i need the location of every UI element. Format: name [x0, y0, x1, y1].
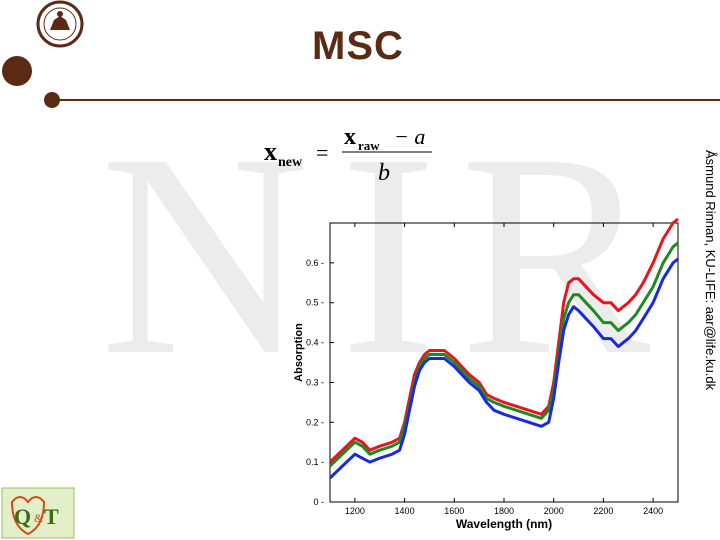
formula-lhs: x [264, 137, 277, 166]
formula-numerator: x [344, 124, 356, 150]
x-tick-label: 2000 [544, 506, 564, 516]
y-tick-label: 0.4 - [306, 338, 324, 348]
y-tick-label: 0.1 - [306, 457, 324, 467]
nir-watermark: N I R [100, 94, 650, 372]
decorative-dot-small [44, 92, 60, 108]
x-tick-label: 2400 [643, 506, 663, 516]
nir-spectra-chart: 0 - 0.1 - 0.2 - 0.3 - 0.4 - 0.5 - 0.6 - 1200 140… [293, 217, 679, 531]
svg-text:N: N [100, 94, 309, 372]
svg-text:&: & [34, 511, 44, 525]
qt-logo: Q & T [1, 487, 75, 539]
y-tick-label: 0 - [313, 497, 324, 507]
x-tick-label: 1800 [494, 506, 514, 516]
y-tick-label: 0.2 - [306, 417, 324, 427]
y-axis-label: Absorption [293, 323, 305, 382]
slide-title: MSC [312, 24, 404, 68]
side-credit: Åsmund Rinnan, KU-LIFE: aar@life.ku.dk [703, 150, 718, 391]
x-axis-label: Wavelength (nm) [456, 517, 552, 531]
formula-minus: − a [394, 124, 425, 149]
svg-text:Q: Q [14, 504, 31, 529]
svg-text:I: I [340, 94, 437, 372]
x-tick-label: 1200 [345, 506, 365, 516]
y-tick-label: 0.3 - [306, 377, 324, 387]
plot-frame [329, 222, 679, 503]
svg-text:T: T [44, 504, 59, 529]
series-line-3 [328, 257, 679, 480]
formula-equals: = [316, 140, 328, 165]
x-tick-label: 2200 [593, 506, 613, 516]
y-tick-label: 0.6 - [306, 258, 324, 268]
series-line-2 [328, 241, 679, 468]
decorative-dot-large [2, 56, 32, 86]
formula-numerator-sub: raw [358, 138, 380, 153]
svg-text:R: R [460, 94, 650, 372]
msc-formula: x new = x raw − a b [264, 124, 432, 186]
university-seal-icon [36, 0, 84, 48]
x-tick-label: 1600 [444, 506, 464, 516]
y-tick-label: 0.5 - [306, 298, 324, 308]
x-tick-label: 1400 [395, 506, 415, 516]
formula-denominator: b [378, 160, 390, 186]
title-divider [56, 99, 720, 101]
formula-lhs-sub: new [278, 155, 303, 170]
